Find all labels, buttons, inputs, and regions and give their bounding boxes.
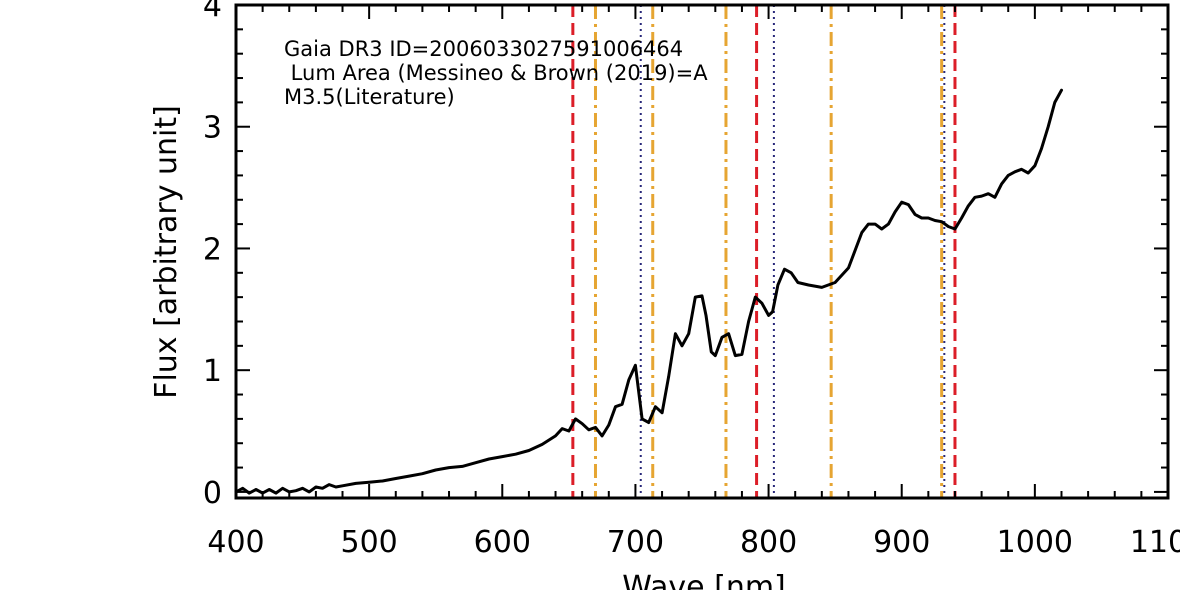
annotation-lum-area: Lum Area (Messineo & Brown (2019)=A bbox=[284, 61, 708, 85]
x-tick-label: 1000 bbox=[997, 525, 1073, 560]
y-tick-label: 1 bbox=[203, 354, 222, 389]
annotations: Gaia DR3 ID=2006033027591006464 Lum Area… bbox=[284, 37, 708, 109]
y-tick-label: 3 bbox=[203, 111, 222, 146]
spectrum-layer bbox=[234, 88, 1063, 495]
spectrum-line bbox=[234, 88, 1063, 495]
x-tick-label: 800 bbox=[740, 525, 797, 560]
y-tick-label: 0 bbox=[203, 476, 222, 511]
annotation-gaia-id: Gaia DR3 ID=2006033027591006464 bbox=[284, 37, 683, 61]
y-tick-label: 2 bbox=[203, 232, 222, 267]
x-tick-label: 700 bbox=[607, 525, 664, 560]
plot-frame bbox=[234, 3, 1170, 500]
x-tick-label: 600 bbox=[474, 525, 531, 560]
annotation-spectral-type: M3.5(Literature) bbox=[284, 85, 455, 109]
reference-lines bbox=[571, 5, 957, 498]
x-tick-label: 500 bbox=[341, 525, 398, 560]
axis-ticks bbox=[235, 4, 1169, 498]
x-tick-label: 400 bbox=[207, 525, 264, 560]
y-tick-label: 4 bbox=[203, 0, 222, 24]
x-axis-title: Wave [nm] bbox=[622, 570, 786, 590]
y-tick-labels: 0 1 2 3 4 bbox=[203, 0, 222, 511]
x-tick-label: 900 bbox=[873, 525, 930, 560]
y-axis-title: Flux [arbitrary unit] bbox=[149, 105, 184, 399]
